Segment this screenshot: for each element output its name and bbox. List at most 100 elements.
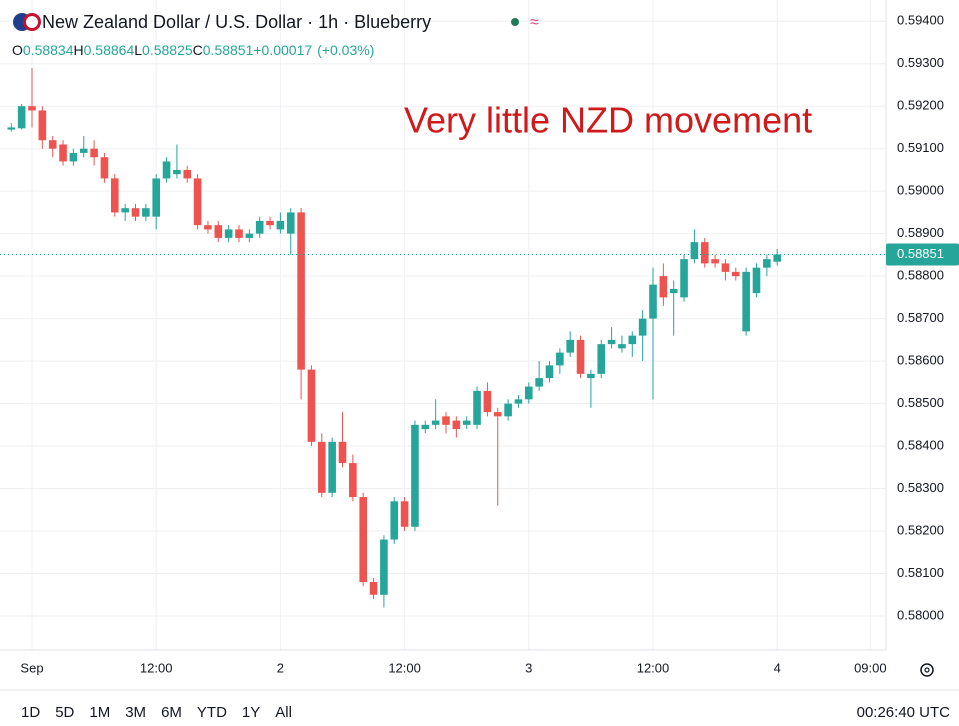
candle-body [28,106,36,111]
y-tick-label: 0.58000 [897,607,944,622]
range-button[interactable]: All [275,704,292,721]
flag-icon [13,13,41,31]
candle-body [732,271,740,277]
candle-body [183,169,192,179]
candle-body [597,344,606,374]
candle-body [90,148,98,158]
candle-body [514,399,523,404]
range-button[interactable]: 5D [55,704,74,721]
range-button[interactable]: 3M [125,704,146,721]
candle-body [773,254,781,262]
candle-body [224,229,233,238]
status-dot [511,18,519,26]
range-button[interactable]: 1Y [242,704,260,721]
candle-body [59,144,67,162]
last-price-box [886,243,959,266]
candle-body [421,424,430,430]
candle-body [173,169,181,175]
candle-body [618,344,626,349]
candle-body [669,288,678,294]
candle-body [286,212,295,234]
candle-body [7,127,16,130]
ohlc-key: H [74,42,84,58]
candle-body [276,220,285,230]
annotation: Very little NZD movement [404,100,812,141]
candle-body [349,463,357,498]
candle-body [380,539,388,595]
y-tick-label: 0.58100 [897,565,944,580]
candle-body [142,208,150,217]
candle-body [235,229,243,238]
y-tick-label: 0.58200 [897,522,944,537]
candle-body [245,233,254,238]
change: +0.00017 [253,42,312,58]
y-tick-label: 0.59200 [897,98,944,113]
y-tick-label: 0.58800 [897,268,944,283]
indicator-icon: ≈ [530,14,539,31]
range-button[interactable]: 6M [161,704,182,721]
candle-body [204,225,212,230]
candle-body [566,339,574,353]
y-tick-label: 0.58400 [897,438,944,453]
candle-body [38,110,47,141]
candle-body [680,259,688,298]
candle-body [17,106,26,129]
candle-body [556,352,564,366]
range-button[interactable]: 1M [89,704,110,721]
x-tick-label: 3 [525,660,532,675]
y-tick-label: 0.58700 [897,310,944,325]
candle-body [266,220,274,226]
candle-body [338,441,347,464]
candle-body [152,178,160,217]
candle-body [525,386,533,400]
candle-body [162,161,171,179]
y-tick-label: 0.58900 [897,225,944,240]
candle-body [318,441,326,493]
settings-icon[interactable] [920,663,934,677]
ohlc-value: 0.58834 [23,42,74,58]
candle-body [649,284,657,319]
candle-body [690,242,699,260]
x-tick-label: 12:00 [637,660,670,675]
candle-body [452,420,461,430]
candle-body [638,318,647,336]
candle-body [111,178,119,213]
range-button[interactable]: YTD [197,704,227,721]
candle-body [214,225,223,238]
clock: 00:26:40 UTC [857,704,951,721]
candle-body [307,369,316,442]
candle-body [462,420,471,425]
candle-body [369,582,378,595]
candle-body [535,378,543,387]
change-pct: (+0.03%) [317,42,374,58]
ohlc-value: 0.58864 [84,42,135,58]
candle-body [48,140,57,149]
candle-body [411,424,419,527]
candle-body [359,497,367,583]
candle-body [763,259,771,268]
ohlc-value: 0.58851 [203,42,254,58]
y-tick-label: 0.58600 [897,353,944,368]
candle-body [100,157,109,179]
ohlc-key: L [134,42,142,58]
x-tick-label: 09:00 [854,660,887,675]
candle-body [328,441,336,493]
x-tick-label: 4 [774,660,781,675]
candle-body [483,390,492,413]
candle-body [79,148,88,153]
ohlc-key: O [12,42,23,58]
x-tick-label: 2 [277,660,284,675]
candle-body [431,420,440,425]
y-tick-label: 0.59300 [897,55,944,70]
ohlc-text: O0.58834H0.58864L0.58825C0.58851+0.00017… [12,42,374,58]
candle-body [607,339,616,345]
candle-body [297,212,305,370]
x-tick-label: 12:00 [140,660,173,675]
y-tick-label: 0.58500 [897,395,944,410]
candle-body [193,178,202,226]
range-button[interactable]: 1D [21,704,40,721]
candle-body [473,390,481,425]
candle-body [742,271,750,332]
candle-body [628,335,637,345]
